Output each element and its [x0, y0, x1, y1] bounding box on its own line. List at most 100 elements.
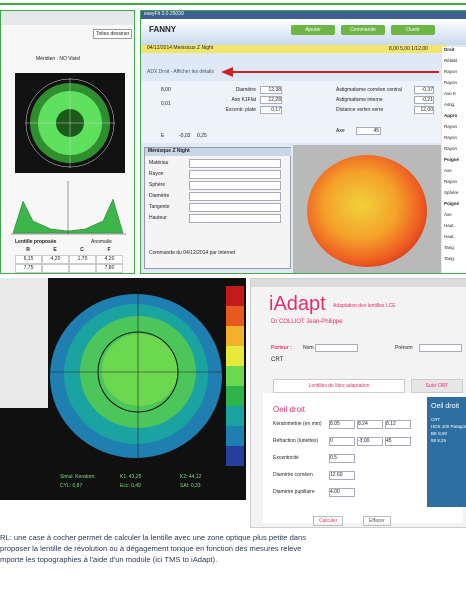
- side-item: Rayon: [444, 135, 458, 140]
- param-field[interactable]: [189, 170, 281, 179]
- side-item: Haut.: [444, 234, 455, 239]
- button[interactable]: Ouvrir: [391, 25, 435, 35]
- astig-value: -0,37: [414, 86, 434, 94]
- form-field[interactable]: 0: [329, 437, 355, 446]
- side-item: Tang.: [444, 245, 456, 250]
- param-label: Rayon: [149, 171, 164, 177]
- side-item: Rayon: [444, 124, 458, 129]
- form-field[interactable]: 12.60: [329, 471, 355, 480]
- side-item: Poigné: [444, 201, 460, 206]
- name-field[interactable]: [315, 344, 358, 352]
- panel-bottom-right: iAdapt Adaptation des lentilles LCE Dr C…: [250, 278, 466, 528]
- side-item: Axe: [444, 212, 452, 217]
- caption: RL: une case à cocher permet de calculer…: [0, 532, 466, 565]
- column-header: F: [107, 247, 111, 253]
- field-value: 12,28: [260, 96, 282, 104]
- footer-item: CYL: 0,87: [60, 483, 83, 489]
- value: E: [161, 133, 165, 139]
- form-label: Excentricité: [273, 455, 299, 461]
- param-field[interactable]: [189, 192, 281, 201]
- side-item: Tang.: [444, 256, 456, 261]
- form-field[interactable]: -3.00: [357, 437, 383, 446]
- order-ref: 8,00 5,00 1/12,00: [389, 46, 428, 52]
- tab[interactable]: Lentilles de libre adaptation: [273, 379, 405, 393]
- side-card: [427, 397, 466, 507]
- arrow: [221, 67, 439, 77]
- form-field[interactable]: 4.00: [329, 488, 355, 497]
- order-note: Commande du 04/12/2014 par Internet: [149, 250, 236, 256]
- side-item: Astig.: [444, 102, 456, 107]
- topo-bg: [293, 145, 441, 273]
- cell: 1,70: [69, 255, 96, 264]
- astig-label: Astigmatisme interne: [336, 97, 383, 103]
- cell: 7,80: [96, 264, 123, 273]
- astig-label: Astigmatisme cornéen central: [336, 87, 402, 93]
- form-label: Diamètre cornéen: [273, 472, 313, 478]
- param-field[interactable]: [189, 159, 281, 168]
- form-field[interactable]: 8.12: [385, 420, 411, 429]
- button[interactable]: Ajouter: [291, 25, 335, 35]
- lens-panel: Ménisque Z Night Matériau Rayon Sphère Diam…: [144, 147, 291, 269]
- side-dialog: [0, 278, 48, 408]
- astig-label: Distance vertex verre: [336, 107, 384, 113]
- side-item: Rayon: [444, 69, 458, 74]
- histogram: [11, 181, 126, 235]
- field-value: 12,38: [260, 86, 282, 94]
- caption-line: mporte les topographies à l'aide d'un mo…: [0, 555, 218, 564]
- detail-link[interactable]: ADX Droit - Afficher les détails: [147, 69, 214, 75]
- form-field[interactable]: 45: [385, 437, 411, 446]
- astig-value: -0,21: [414, 96, 434, 104]
- cell: [69, 264, 96, 273]
- column-header: E: [53, 247, 57, 253]
- cell: [42, 264, 69, 273]
- form-field[interactable]: 8.05: [329, 420, 355, 429]
- order-line: 04/12/2014 Menisicus Z Night: [141, 45, 447, 53]
- caption-line: proposer la lentille de révolution ou à …: [0, 544, 302, 553]
- checkbox[interactable]: Anomalie: [91, 239, 112, 245]
- side-item: Appro: [444, 113, 458, 118]
- side-item: Rayon: [444, 179, 458, 184]
- panel-bottom-left: Simul. Keratom. K1: 43,25 K2: 44,12 CYL: 0,…: [0, 278, 246, 500]
- side-line: HDS 100 Paragon: [431, 424, 466, 429]
- param-label: Matériau: [149, 160, 169, 166]
- value: -0,03: [179, 133, 191, 139]
- field-label: Excentr. plate: [225, 107, 256, 113]
- param-field[interactable]: [189, 214, 281, 223]
- column-header: R: [26, 247, 30, 253]
- firstname-field[interactable]: [419, 344, 462, 352]
- lens-type: CRT: [271, 357, 284, 363]
- value: 0,01: [161, 101, 171, 107]
- side-item: Rayon: [444, 146, 458, 151]
- param-field[interactable]: [189, 181, 281, 190]
- side-item: Sphère: [444, 190, 459, 195]
- cell: 4,20: [42, 255, 69, 264]
- button[interactable]: Commande: [341, 25, 385, 35]
- action-button[interactable]: Calculer: [313, 516, 344, 526]
- footer-item: K1: 43,25: [120, 474, 142, 480]
- meridian: Méridien : NO Visiel: [36, 56, 81, 62]
- footer-item: Ecc: 0,49: [120, 483, 141, 489]
- side-item: Axe K: [444, 91, 457, 96]
- value: 8,00: [161, 87, 171, 93]
- lens-panel-title: Ménisque Z Night: [145, 148, 291, 156]
- param-label: Diamètre: [149, 193, 170, 199]
- tab[interactable]: Suivi ORT: [411, 379, 463, 393]
- side-item: Axe: [444, 168, 452, 173]
- patient: FANNY: [149, 25, 177, 34]
- side-item: Haut.: [444, 223, 455, 228]
- axis-value: 45: [356, 127, 381, 135]
- action-button[interactable]: Effacer: [363, 516, 391, 526]
- footer-item: Simul. Keratom.: [60, 474, 96, 480]
- form-field[interactable]: 8.24: [357, 420, 383, 429]
- form-label: Réfraction (lunettes): [273, 438, 319, 444]
- param-field[interactable]: [189, 203, 281, 212]
- form-field[interactable]: 0.5: [329, 454, 355, 463]
- param-label: Sphère: [149, 182, 166, 188]
- cell: 4,20: [96, 255, 123, 264]
- side-line: 88 8,25: [431, 438, 447, 443]
- side-item: Rétabl.: [444, 58, 459, 63]
- eye: Oeil droit: [273, 405, 306, 414]
- form-label: Kératométrie (en mm): [273, 421, 322, 427]
- button[interactable]: Toites dessiner: [93, 29, 133, 39]
